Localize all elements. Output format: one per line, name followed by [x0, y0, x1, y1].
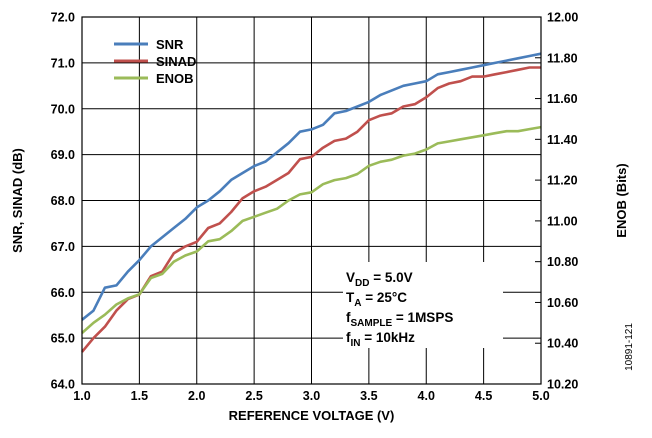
legend: SNR SINAD ENOB — [114, 37, 196, 86]
legend-label-sinad: SINAD — [156, 54, 196, 69]
condition-ta: TA = 25°C — [346, 290, 407, 309]
y2-tick-label: 11.00 — [547, 214, 578, 228]
x-tick-label: 2.0 — [188, 389, 205, 403]
x-axis-title: REFERENCE VOLTAGE (V) — [229, 408, 395, 423]
x-tick-label: 3.0 — [303, 389, 320, 403]
y-tick-label: 66.0 — [51, 286, 75, 300]
y2-tick-label: 11.80 — [547, 51, 578, 65]
x-tick-label: 1.5 — [131, 389, 148, 403]
series-line-sinad — [81, 66, 541, 353]
x-tick-label: 4.0 — [418, 389, 435, 403]
series-line-snr — [81, 52, 542, 321]
x-tick-label: 5.0 — [532, 389, 549, 403]
y2-tick-label: 10.20 — [547, 378, 578, 392]
legend-label-snr: SNR — [156, 37, 184, 52]
y-tick-label: 72.0 — [51, 11, 75, 25]
conditions-box — [343, 262, 503, 348]
plot-frame — [81, 16, 542, 385]
tick-labels: 1.0 1.5 2.0 2.5 3.0 3.5 4.0 4.5 5.0 64.0 65.0 66.0 6… — [51, 11, 579, 404]
y2-tick-label: 11.20 — [547, 174, 578, 188]
y-tick-label: 70.0 — [51, 102, 75, 116]
y-tick-label: 69.0 — [51, 148, 75, 162]
condition-fsample: fSAMPLE = 1MSPS — [346, 310, 453, 329]
y2-tick-label: 10.80 — [547, 255, 578, 269]
y2-tick-label: 12.00 — [547, 11, 578, 25]
x-tick-label: 4.5 — [475, 389, 492, 403]
test-conditions: VDD = 5.0V TA = 25°C fSAMPLE = 1MSPS fIN… — [346, 270, 453, 349]
x-tick-label: 3.5 — [360, 389, 377, 403]
y-tick-label: 67.0 — [51, 240, 75, 254]
y-tick-label: 71.0 — [51, 56, 75, 70]
series-lines — [81, 52, 542, 353]
series-line-enob — [81, 125, 542, 334]
condition-vdd: VDD = 5.0V — [346, 270, 413, 289]
y2-tick-label: 10.60 — [547, 296, 578, 310]
condition-fin: fIN = 10kHz — [346, 330, 415, 349]
y-tick-label: 68.0 — [51, 194, 75, 208]
x-tick-label: 2.5 — [245, 389, 262, 403]
legend-label-enob: ENOB — [156, 71, 194, 86]
y-tick-label: 64.0 — [51, 378, 75, 392]
y-tick-label: 65.0 — [51, 332, 75, 346]
y-axis-title: SNR, SINAD (dB) — [10, 148, 25, 253]
y2-axis-title: ENOB (Bits) — [614, 163, 629, 237]
y2-tick-label: 11.40 — [547, 133, 578, 147]
y2-tick-label: 10.40 — [547, 337, 578, 351]
x-tick-label: 1.0 — [73, 389, 90, 403]
figure-id: 10891-121 — [624, 323, 635, 371]
y2-tick-label: 11.60 — [547, 92, 578, 106]
